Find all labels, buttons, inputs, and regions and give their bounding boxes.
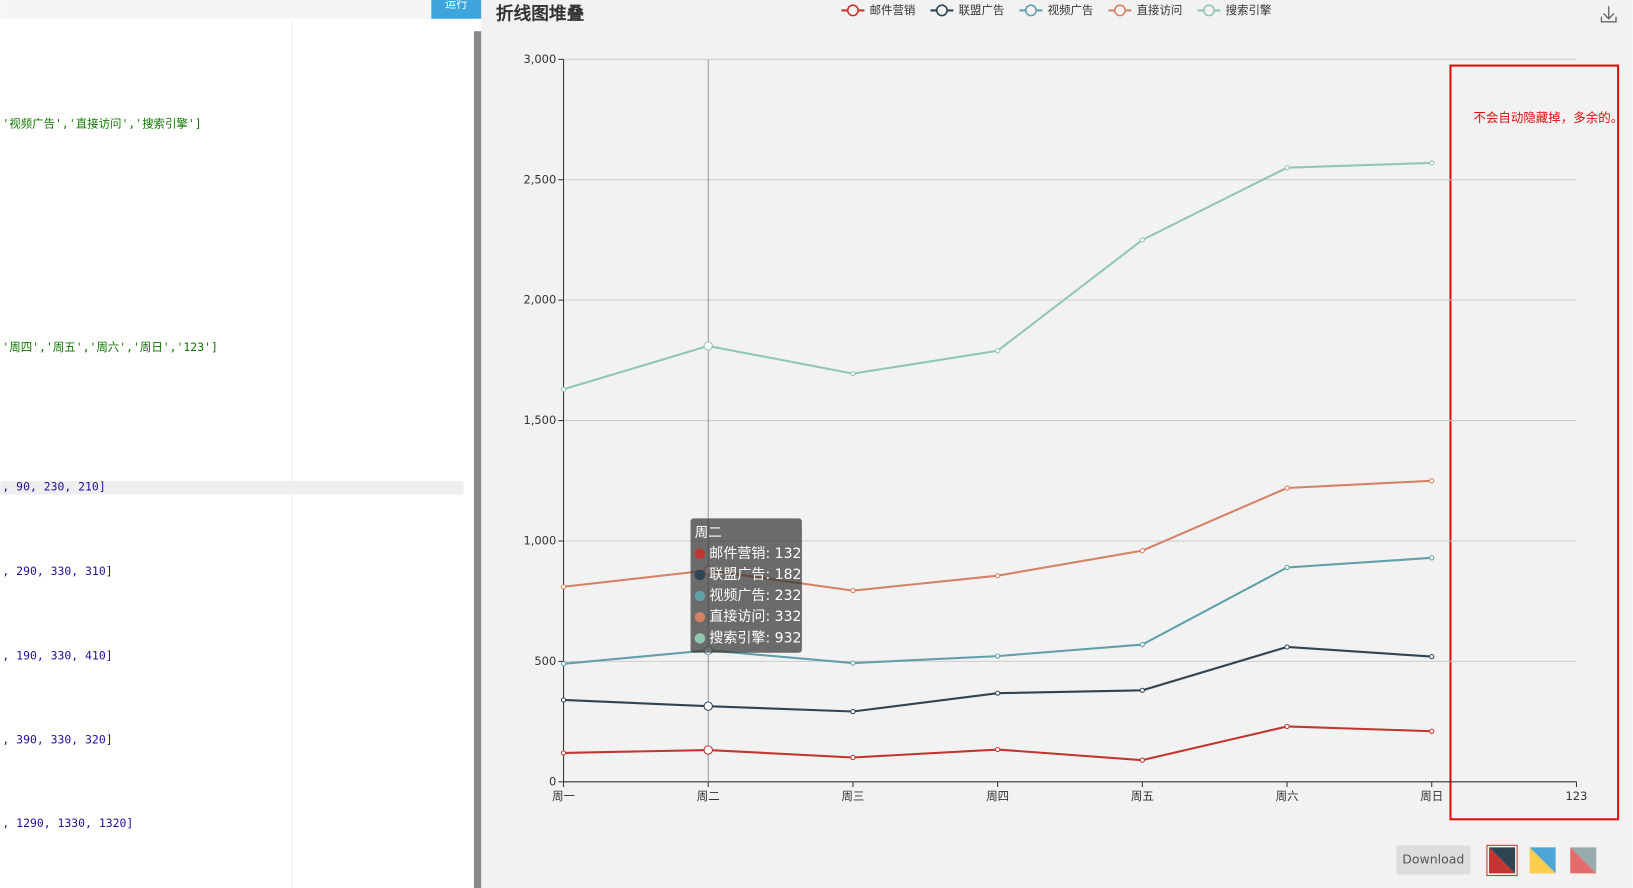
data-point [560,750,567,756]
data-point [1139,757,1145,763]
legend-label: 直接访问 [1137,3,1183,17]
x-tick-label: 123 [1566,789,1588,803]
download-label[interactable]: Download [1402,851,1464,866]
legend-icon [1024,4,1037,17]
code-line: , 1290, 1330, 1320] [2,816,133,830]
tooltip-dot [694,633,706,644]
code-line: , 290, 330, 310] [2,564,112,578]
tooltip-dot [694,548,706,560]
y-tick-label: 1,000 [523,533,556,547]
data-point [1284,644,1290,650]
data-point [995,348,1001,354]
tooltip-dot [694,590,706,602]
data-point [850,708,856,715]
tooltip-box [690,518,802,653]
data-point [1139,548,1145,554]
code-line: , 90, 230, 210] [2,480,105,494]
data-point [850,371,856,377]
x-tick-label: 周六 [1276,789,1299,803]
data-point [1429,160,1435,166]
tooltip-item: 直接访问: 332 [709,608,801,625]
data-point [1429,653,1435,660]
y-tick-label: 3,000 [523,52,556,66]
editor-header [0,0,475,19]
tooltip-item: 联盟广告: 182 [709,567,801,583]
y-tick-label: 2,000 [523,293,556,307]
x-tick-label: 周一 [552,789,575,803]
data-point [560,584,567,590]
data-point [850,660,856,666]
y-tick-label: 0 [549,774,556,788]
data-point [1429,728,1435,734]
x-tick-label: 周四 [986,789,1009,803]
data-point [850,754,856,761]
y-tick-label: 500 [534,654,556,668]
data-point [560,697,567,703]
highlight-box [1449,64,1620,821]
chart: 05001,0001,5002,0002,5003,000周一 周二 周三 周四 周五周… [523,3,1587,803]
code-line: , 390, 330, 320] [2,733,112,747]
active-line [0,480,464,495]
data-point [1429,555,1435,561]
tooltip-dot [694,569,706,581]
legend-icon [935,4,948,17]
download-button[interactable] [1396,845,1471,875]
data-point [560,661,567,667]
data-point [703,341,713,351]
data-point [995,690,1001,696]
x-tick-label: 周日 [1420,789,1443,803]
data-point [560,386,567,392]
legend-label: 联盟广告 [959,3,1005,17]
run-button-label[interactable]: 运行 [445,0,468,11]
theme-swatch[interactable] [1570,847,1597,874]
legend-label: 搜索引擎 [1226,3,1272,17]
data-point [1139,687,1145,693]
x-tick-label: 周五 [1131,789,1154,803]
annotation: 不会自动隐藏掉，多余的。 [1473,110,1623,125]
data-point [850,587,856,594]
data-point [995,573,1001,579]
theme-swatch[interactable] [1486,844,1518,877]
data-point [1284,485,1290,491]
legend-label: 邮件营销 [870,3,916,17]
data-point [1284,564,1290,571]
theme-swatches[interactable] [1486,844,1597,877]
editor-panel [0,0,475,888]
data-point [1139,237,1145,243]
x-tick-label: 周三 [841,789,864,803]
save-icon[interactable] [1600,6,1617,23]
data-point [1284,165,1290,171]
data-point [1429,478,1435,484]
legend-icon [1202,4,1215,17]
data-point [995,746,1001,753]
legend-icon [846,4,859,17]
data-point [1139,641,1145,648]
legend-label: 视频广告 [1048,3,1094,17]
x-tick-label: 周二 [697,789,720,803]
data-point [995,653,1001,659]
chart-panel [481,0,1633,888]
code-line: '周四','周五','周六','周日','123'] [2,340,217,354]
run-button[interactable] [431,0,482,19]
data-point [1284,723,1290,730]
y-tick-label: 2,500 [523,172,556,186]
data-point [703,701,713,711]
code-line: '视频广告','直接访问','搜索引擎'] [2,116,201,130]
legend-icon [1113,4,1126,17]
chart-title: 折线图堆叠 [496,3,585,25]
tooltip-item: 视频广告: 232 [709,588,801,604]
tooltip-dot [694,612,706,623]
y-tick-label: 1,500 [523,413,556,427]
code-line: , 190, 330, 410] [2,648,112,662]
tooltip-title: 周二 [695,525,722,541]
tooltip-item: 邮件营销: 132 [709,546,801,562]
tooltip-item: 搜索引擎: 932 [709,629,801,646]
data-point [703,745,713,755]
splitter[interactable] [474,31,482,888]
